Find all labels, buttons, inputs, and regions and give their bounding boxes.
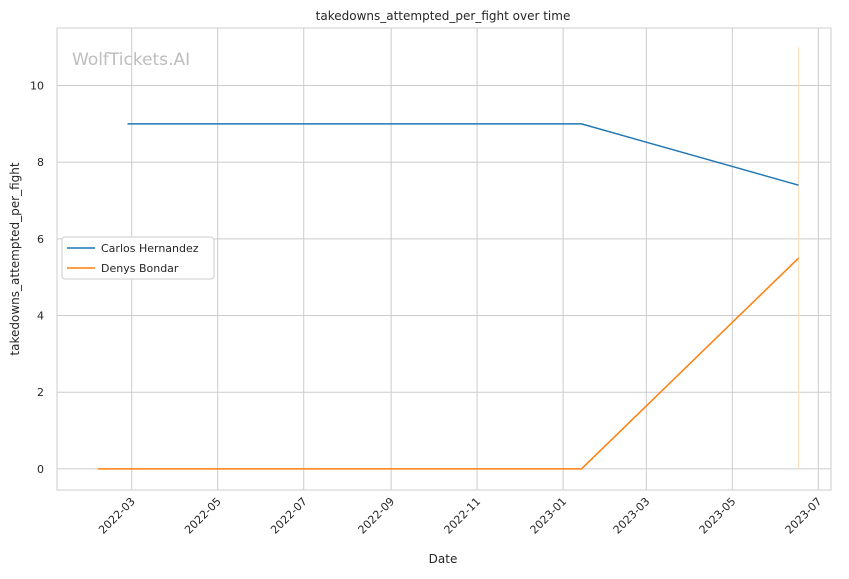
x-tick-label: 2023-01 — [528, 495, 570, 537]
x-tick-label: 2022-07 — [268, 495, 310, 537]
x-tick-label: 2022-03 — [96, 495, 138, 537]
x-axis-label: Date — [429, 552, 458, 566]
x-tick-label: 2022-05 — [182, 495, 224, 537]
watermark-logo: WolfTickets.AI — [72, 50, 190, 70]
legend-label-carlos-hernandez: Carlos Hernandez — [101, 242, 199, 255]
x-tick-label: 2023-03 — [611, 495, 653, 537]
legend: Carlos Hernandez Denys Bondar — [61, 236, 215, 280]
y-tick-labels: 0 2 4 6 8 10 — [30, 80, 44, 476]
x-tick-label: 2023-05 — [697, 495, 739, 537]
x-tick-labels: 2022-03 2022-05 2022-07 2022-09 2022-11 2023-… — [96, 495, 824, 537]
series-line-carlos-hernandez — [127, 123, 799, 186]
y-tick-label: 0 — [37, 463, 44, 476]
x-tick-label: 2022-09 — [356, 495, 398, 537]
plot-border — [56, 27, 832, 491]
legend-box — [61, 236, 215, 280]
plot-frame — [56, 27, 832, 491]
series-line-denys-bondar — [97, 257, 800, 470]
x-tick-label: 2023-07 — [783, 495, 825, 537]
x-tick-label: 2022-11 — [442, 495, 484, 537]
y-tick-label: 8 — [37, 156, 44, 169]
chart-title: takedowns_attempted_per_fight over time — [316, 9, 571, 23]
y-tick-label: 4 — [37, 310, 44, 323]
legend-label-denys-bondar: Denys Bondar — [101, 262, 179, 275]
series-lines — [97, 123, 800, 470]
y-tick-label: 2 — [37, 386, 44, 399]
y-tick-label: 6 — [37, 233, 44, 246]
y-axis-label: takedowns_attempted_per_fight — [8, 162, 22, 355]
y-tick-label: 10 — [30, 80, 44, 93]
